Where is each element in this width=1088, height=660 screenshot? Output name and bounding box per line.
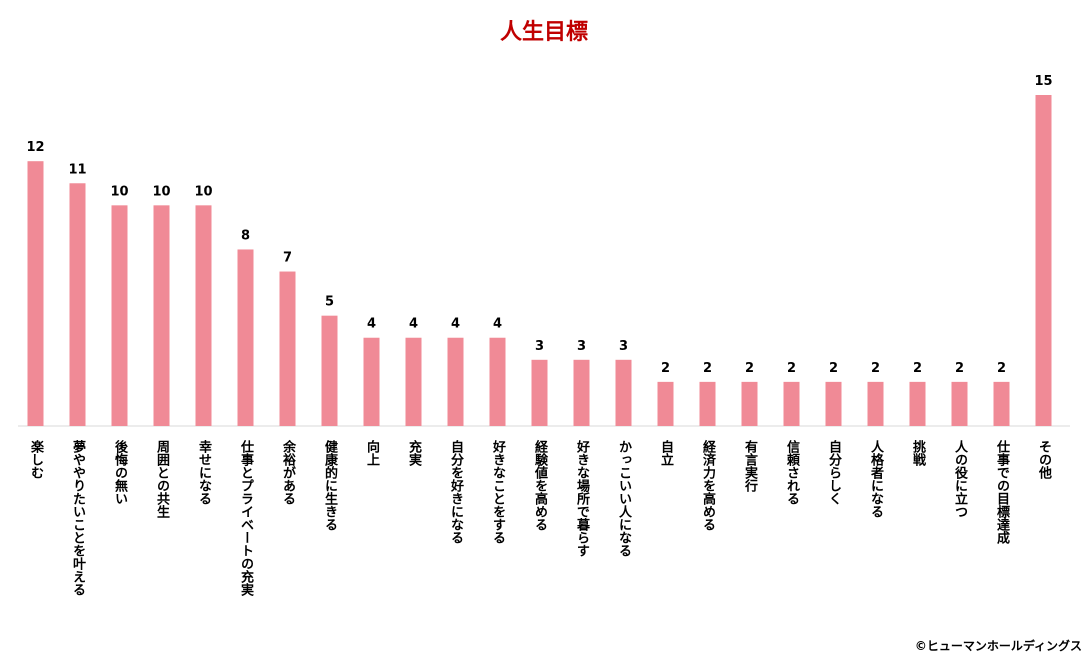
value-label: 4	[409, 317, 418, 332]
value-label: 10	[152, 184, 170, 199]
bar	[489, 337, 506, 426]
category-label: 幸せになる	[196, 439, 212, 505]
value-label: 15	[1034, 74, 1052, 89]
bar	[867, 381, 884, 426]
category-label: 挑戦	[910, 439, 926, 467]
category-label: かっこいい人になる	[616, 440, 632, 557]
category-label: 自分を好きになる	[448, 439, 465, 544]
category-label: 仕事での目標達成	[994, 439, 1011, 545]
copyright-text: ©ヒューマンホールディングス	[914, 639, 1082, 653]
value-label: 2	[661, 361, 670, 376]
value-label: 12	[26, 140, 44, 155]
value-label: 2	[871, 361, 880, 376]
bar	[993, 381, 1010, 426]
value-label: 2	[955, 361, 964, 376]
bar	[1035, 95, 1052, 426]
bar	[405, 337, 422, 426]
category-label: 夢ややりたいことを叶える	[70, 439, 86, 596]
bar	[237, 249, 254, 426]
value-labels-group: 12 11 10 10 10 8 7 5 4 4 4 4 3 3 3 2 2 2 2 2 2 2 2 2 15	[26, 74, 1052, 376]
category-label: 好きな場所で暮らす	[574, 439, 591, 557]
category-label: 余裕がある	[280, 439, 297, 505]
bar	[363, 337, 380, 426]
value-label: 2	[997, 361, 1006, 376]
bar	[195, 205, 212, 426]
category-label: 信頼される	[784, 439, 801, 505]
value-label: 4	[451, 317, 460, 332]
category-label: 経験値を高める	[532, 439, 549, 531]
bar	[741, 381, 758, 426]
category-labels-group: 楽しむ 夢ややりたいことを叶える 後悔の無い 周囲との共生 幸せになる 仕事とプライベート…	[28, 439, 1053, 597]
category-label: 自分らしく	[826, 439, 842, 505]
value-label: 4	[367, 317, 376, 332]
value-label: 4	[493, 317, 502, 332]
category-label: 有言実行	[742, 439, 759, 493]
value-label: 2	[745, 361, 754, 376]
bar	[153, 205, 170, 426]
value-label: 10	[110, 184, 128, 199]
category-label: 仕事とプライベートの充実	[238, 439, 255, 597]
bar	[657, 381, 674, 426]
category-label: 健康的に生きる	[322, 439, 338, 531]
value-label: 2	[787, 361, 796, 376]
value-label: 3	[619, 339, 628, 354]
value-label: 2	[703, 361, 712, 376]
category-label: 楽しむ	[28, 439, 45, 479]
category-label: 経済力を高める	[700, 439, 716, 531]
category-label: 自立	[658, 439, 674, 466]
value-label: 3	[577, 339, 586, 354]
value-label: 8	[241, 228, 250, 243]
bar	[615, 359, 632, 426]
value-label: 10	[194, 184, 212, 199]
bar	[825, 381, 842, 426]
value-label: 11	[68, 162, 86, 177]
bar	[279, 271, 296, 426]
bar	[699, 381, 716, 426]
bar	[447, 337, 464, 426]
category-label: 周囲との共生	[154, 440, 170, 518]
category-label: 人格者になる	[868, 439, 885, 518]
bar	[111, 205, 128, 426]
value-label: 7	[283, 251, 292, 266]
bar	[27, 161, 44, 426]
category-label: 充実	[406, 439, 422, 467]
value-label: 3	[535, 339, 544, 354]
category-label: 好きなことをする	[490, 439, 507, 544]
bar	[951, 381, 968, 426]
chart-title: 人生目標	[499, 20, 588, 45]
bar	[321, 315, 338, 426]
bar	[531, 359, 548, 426]
bar	[69, 183, 86, 426]
category-label: 後悔の無い	[112, 439, 128, 505]
bar	[909, 381, 926, 426]
bars-group	[27, 95, 1052, 426]
category-label: 人の役に立つ	[952, 439, 968, 518]
value-label: 2	[829, 361, 838, 376]
category-label: その他	[1036, 440, 1053, 480]
value-label: 2	[913, 361, 922, 376]
value-label: 5	[325, 295, 334, 310]
category-label: 向上	[364, 439, 380, 466]
bar	[783, 381, 800, 426]
bar	[573, 359, 590, 426]
